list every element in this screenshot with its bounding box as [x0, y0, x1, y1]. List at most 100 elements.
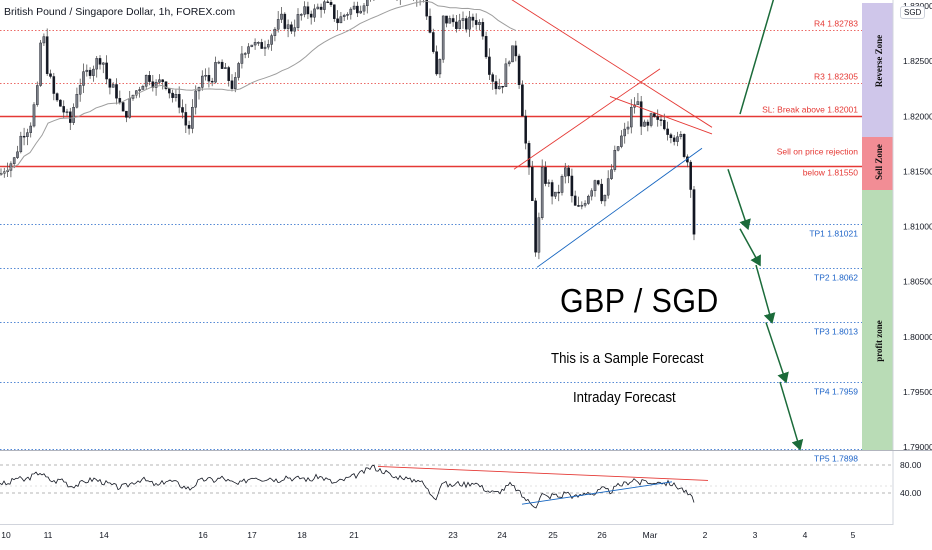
candle-body [649, 113, 653, 126]
currency-badge[interactable]: SGD [900, 6, 926, 19]
candle-body [177, 94, 181, 108]
candle-body [85, 69, 89, 72]
candle-body [237, 63, 240, 78]
candle-body [128, 98, 132, 118]
candle-body [204, 75, 207, 77]
candle-body [679, 134, 683, 137]
candle-body [75, 94, 79, 108]
candle-body [356, 5, 359, 14]
candle-body [451, 18, 455, 23]
x-tick-label: 4 [803, 530, 808, 540]
candle-body [484, 36, 488, 58]
candle-body [290, 24, 293, 32]
candle-body [534, 200, 537, 253]
candle-body [230, 80, 234, 89]
level-label: SL: Break above 1.82001 [762, 105, 858, 115]
candle-body [366, 0, 369, 6]
candle-body [78, 85, 82, 95]
x-tick-label: Mar [643, 530, 658, 540]
candle-body [267, 44, 270, 48]
candle-body [564, 167, 567, 177]
candle-body [682, 134, 686, 157]
x-tick-label: 17 [247, 530, 257, 540]
moving-average-line [0, 0, 517, 176]
candle-body [603, 194, 607, 202]
candle-body [42, 36, 46, 44]
reverse-zone-label: Reverse Zone [874, 34, 884, 88]
candle-body [65, 111, 69, 113]
candle-body [313, 8, 316, 18]
x-tick-label: 5 [851, 530, 856, 540]
candle-body [359, 10, 363, 14]
x-tick-label: 2 [703, 530, 708, 540]
y-tick-label: 1.80500 [903, 277, 932, 287]
candle-body [115, 84, 118, 99]
candle-body [148, 75, 151, 82]
candle-body [643, 121, 646, 127]
candle-body [240, 53, 244, 64]
forecast-down-arrow [755, 264, 776, 324]
candle-body [125, 110, 128, 118]
candle-body [257, 42, 260, 44]
candle-body [283, 13, 287, 29]
candle-body [174, 94, 178, 98]
subtitle-sample-forecast: This is a Sample Forecast [551, 350, 704, 367]
candle-body [144, 75, 148, 87]
candle-body [616, 146, 620, 151]
candle-body [653, 113, 656, 117]
candle-body [432, 32, 435, 52]
candle-body [613, 150, 617, 170]
trendline-support [536, 147, 703, 268]
x-tick-label: 3 [753, 530, 758, 540]
y-tick-label: 1.82500 [903, 56, 932, 66]
x-tick-label: 11 [44, 530, 53, 540]
candle-body [488, 56, 491, 75]
x-tick-label: 23 [448, 530, 458, 540]
level-label: R3 1.82305 [814, 72, 858, 82]
candle-body [504, 63, 508, 87]
candle-body [527, 143, 531, 168]
candle-body [626, 126, 630, 130]
candle-body [22, 135, 26, 138]
candle-body [544, 167, 547, 184]
candle-body [481, 22, 485, 37]
candle-body [507, 61, 511, 65]
candle-body [494, 81, 498, 90]
candle-body [511, 45, 514, 63]
candle-body [111, 84, 115, 88]
candle-body [26, 132, 29, 137]
candle-body [167, 88, 171, 94]
candle-body [207, 75, 211, 82]
candle-body [524, 115, 527, 144]
candle-body [88, 69, 92, 76]
trendline-resistance-top [511, 0, 713, 128]
subtitle-intraday-forecast: Intraday Forecast [573, 389, 676, 406]
x-tick-label: 26 [597, 530, 607, 540]
candle-body [309, 13, 313, 18]
candle-body [570, 175, 574, 197]
candle-body [342, 14, 346, 17]
candle-body [280, 13, 283, 20]
candle-body [333, 4, 336, 19]
candle-body [448, 18, 452, 24]
candle-body [692, 189, 696, 235]
candle-body [517, 55, 521, 85]
candle-body [636, 101, 640, 106]
level-label: TP2 1.8062 [814, 273, 858, 283]
candle-body [29, 125, 33, 133]
candle-body [210, 80, 214, 83]
candle-body [323, 1, 326, 10]
rsi-tick-label: 80.00 [900, 460, 922, 470]
candle-body [346, 14, 349, 16]
candle-body [672, 137, 676, 142]
candle-body [62, 106, 65, 113]
candle-body [478, 22, 481, 25]
y-tick-label: 1.81500 [903, 166, 932, 176]
candle-body [306, 6, 310, 15]
candle-body [587, 195, 590, 204]
candle-body [659, 119, 663, 121]
candle-body [68, 111, 72, 123]
candle-body [435, 51, 438, 75]
candle-body [630, 107, 633, 128]
chart-header-title: British Pound / Singapore Dollar, 1h, FO… [4, 6, 236, 18]
